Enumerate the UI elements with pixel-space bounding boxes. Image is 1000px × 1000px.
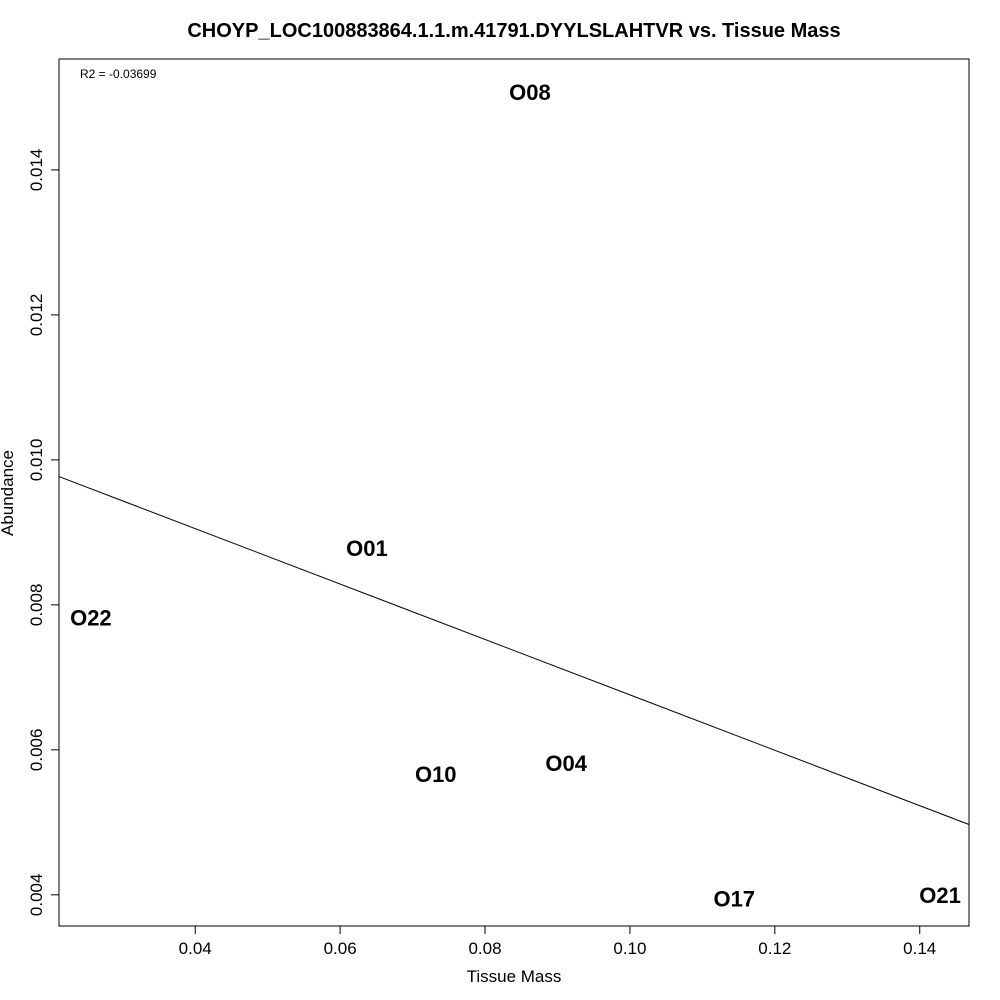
data-points: O08 O01 O22 O10 O04 O17 O21	[70, 80, 961, 912]
y-tick-label: 0.006	[27, 729, 46, 772]
y-axis-label: Abundance	[0, 450, 17, 536]
x-axis-label: Tissue Mass	[467, 967, 562, 986]
x-tick-label: 0.12	[758, 939, 791, 958]
data-point-o08: O08	[509, 80, 551, 105]
data-point-o22: O22	[70, 605, 112, 630]
x-tick-label: 0.08	[468, 939, 501, 958]
y-tick-label: 0.010	[27, 439, 46, 482]
plot-frame	[58, 58, 970, 927]
x-tick-label: 0.04	[179, 939, 212, 958]
y-tick-label: 0.014	[27, 149, 46, 192]
data-point-o04: O04	[545, 751, 587, 776]
y-tick-label: 0.004	[27, 874, 46, 917]
y-axis: 0.004 0.006 0.008 0.010 0.012 0.014	[27, 149, 60, 917]
r-squared-annotation: R2 = -0.03699	[80, 67, 157, 81]
y-tick-label: 0.012	[27, 294, 46, 337]
data-point-o21: O21	[919, 883, 961, 908]
chart-title: CHOYP_LOC100883864.1.1.m.41791.DYYLSLAHT…	[187, 20, 840, 42]
data-point-o10: O10	[415, 762, 457, 787]
data-point-o01: O01	[346, 536, 388, 561]
x-axis: 0.04 0.06 0.08 0.10 0.12 0.14	[179, 925, 936, 958]
data-point-o17: O17	[713, 887, 755, 912]
regression-line	[58, 476, 970, 825]
y-tick-label: 0.008	[27, 584, 46, 627]
x-tick-label: 0.06	[324, 939, 357, 958]
x-tick-label: 0.10	[613, 939, 646, 958]
x-tick-label: 0.14	[903, 939, 936, 958]
